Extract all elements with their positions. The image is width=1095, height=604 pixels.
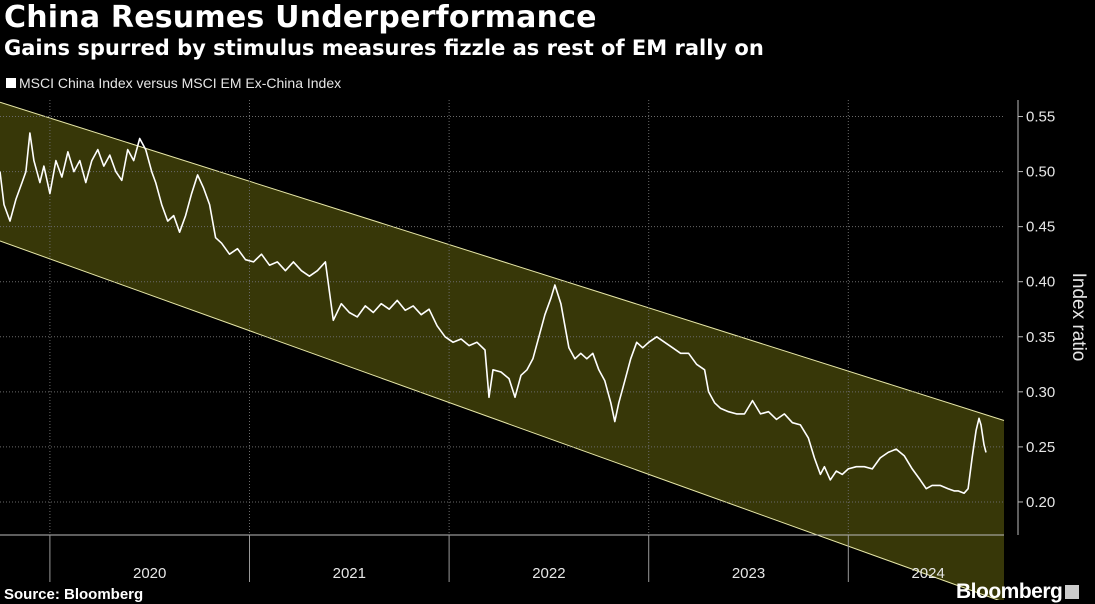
x-tick-label: 2023 (732, 565, 765, 582)
grid (0, 100, 1004, 535)
y-axis-title: Index ratio (1068, 273, 1089, 362)
y-tick-label: 0.20 (1026, 494, 1055, 511)
brand-logo: Bloomberg (956, 580, 1080, 604)
channel-fill (0, 102, 1004, 600)
axes: 2020 2021 2022 2023 2024 0.20 0.25 0.30 0.35 0.40… (0, 100, 1089, 582)
chart-icon (1065, 585, 1080, 600)
y-tick-label: 0.30 (1026, 384, 1055, 401)
y-tick-label: 0.25 (1026, 439, 1055, 456)
y-tick-label: 0.55 (1026, 109, 1055, 126)
legend-swatch (6, 78, 16, 88)
x-tick-label: 2024 (911, 565, 944, 582)
y-tick-label: 0.40 (1026, 274, 1055, 291)
brand-name: Bloomberg (956, 580, 1063, 603)
channel-band (0, 101, 1005, 600)
y-tick-label: 0.35 (1026, 329, 1055, 346)
channel-lower-line (0, 240, 1000, 600)
source-note: Source: Bloomberg (4, 586, 144, 603)
x-tick-label: 2022 (532, 565, 565, 582)
series-layer (0, 132, 987, 494)
channel-upper-line (0, 101, 1005, 421)
chart-subtitle: Gains spurred by stimulus measures fizzl… (4, 36, 764, 60)
chart-title: China Resumes Underperformance (4, 0, 597, 35)
y-tick-label: 0.45 (1026, 219, 1055, 236)
legend: MSCI China Index versus MSCI EM Ex-China… (6, 75, 341, 91)
series-line-china-vs-em-ex-china (0, 132, 987, 494)
legend-label: MSCI China Index versus MSCI EM Ex-China… (19, 75, 342, 91)
x-tick-label: 2021 (333, 565, 366, 582)
y-tick-label: 0.50 (1026, 164, 1055, 181)
x-tick-label: 2020 (133, 565, 166, 582)
